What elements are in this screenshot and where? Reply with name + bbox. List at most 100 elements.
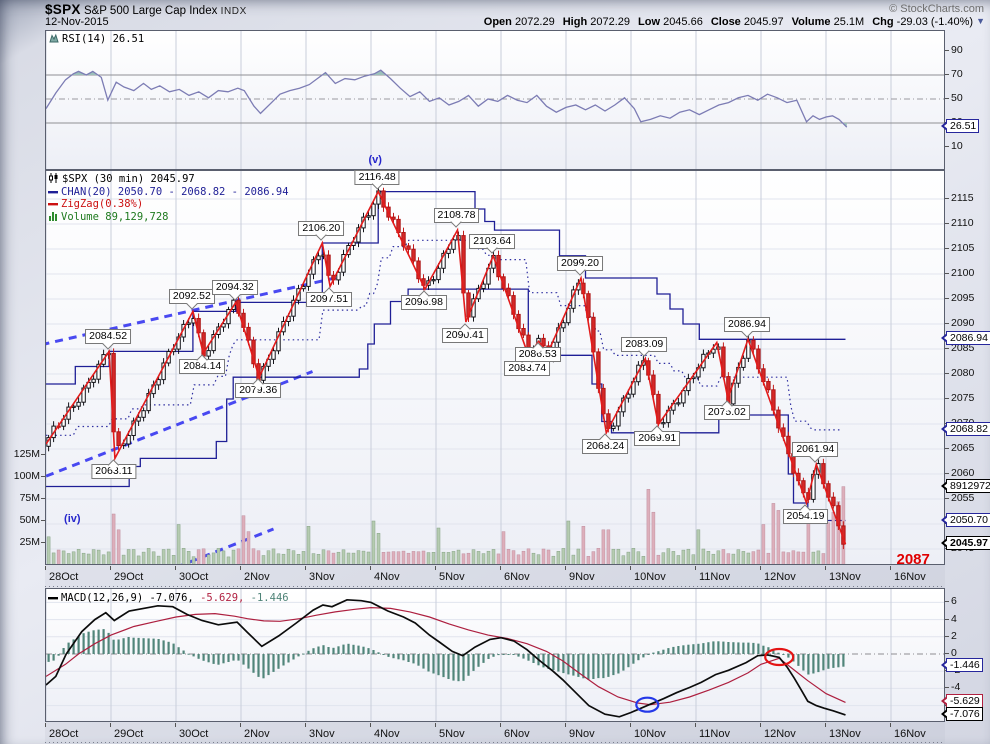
macd-histogram-bar — [617, 654, 620, 674]
macd-histogram-bar — [732, 642, 735, 654]
candle-body — [741, 357, 746, 368]
candle-body — [131, 420, 136, 436]
volume-bar — [91, 549, 96, 564]
macd-histogram-bar — [452, 654, 455, 681]
price-axis-label: 2100 — [951, 267, 975, 279]
axis-callout: 89129728 — [941, 478, 990, 493]
volume-bar — [606, 529, 611, 564]
volume-bar — [96, 549, 101, 564]
macd-histogram-bar — [127, 637, 130, 654]
macd-histogram-bar — [397, 654, 400, 660]
volume-bar — [541, 548, 546, 564]
axis-tick — [945, 323, 949, 324]
macd-histogram-bar — [782, 654, 785, 655]
volume-bar — [76, 549, 81, 564]
volume-bar — [351, 552, 356, 564]
volume-bar — [666, 548, 671, 564]
macd-histogram-bar — [822, 654, 825, 671]
macd-histogram-bar — [77, 636, 80, 654]
volume-bar — [441, 551, 446, 564]
macd-histogram-bar — [747, 642, 750, 654]
macd-histogram-bar — [237, 654, 240, 661]
candle-body — [541, 337, 546, 347]
axis-tick — [945, 223, 949, 224]
macd-histogram-bar — [582, 654, 585, 679]
volume-bar — [301, 551, 306, 564]
volume-bar — [396, 551, 401, 564]
volume-bar — [166, 548, 171, 564]
macd-histogram-bar — [832, 654, 835, 668]
macd-histogram-bar — [437, 654, 440, 676]
macd-histogram-bar — [692, 644, 695, 654]
macd-histogram-bar — [462, 654, 465, 681]
volume-bar — [826, 522, 831, 564]
macd-histogram-bar — [812, 654, 815, 674]
candle-body — [676, 402, 681, 405]
macd-histogram-bar — [382, 654, 385, 655]
macd-histogram-bar — [827, 654, 830, 669]
volume-bar — [591, 551, 596, 564]
volume-bar — [241, 515, 246, 564]
axis-tick — [945, 74, 949, 75]
axis-tick — [945, 198, 949, 199]
macd-histogram-bar — [57, 654, 60, 656]
chart-date: 12-Nov-2015 — [45, 16, 109, 28]
macd-histogram-bar — [372, 650, 375, 654]
macd-histogram-bar — [342, 644, 345, 654]
price-axis-label: 2085 — [951, 342, 975, 354]
macd-histogram-bar — [152, 638, 155, 654]
macd-histogram-bar — [672, 646, 675, 654]
candle-body — [246, 326, 251, 341]
macd-histogram-bar — [142, 638, 145, 654]
volume-bar — [731, 553, 736, 564]
macd-histogram-bar — [687, 644, 690, 654]
macd-histogram-bar — [427, 654, 430, 672]
macd-histogram-bar — [752, 642, 755, 654]
macd-histogram-bar — [317, 646, 320, 654]
macd-histogram-bar — [352, 644, 355, 654]
volume-bar — [61, 550, 66, 564]
macd-histogram-bar — [227, 654, 230, 662]
macd-histogram-bar — [552, 654, 555, 671]
volume-bar — [331, 552, 336, 564]
macd-histogram-bar — [192, 654, 195, 657]
macd-histogram-bar — [657, 651, 660, 654]
macd-histogram-bar — [722, 641, 725, 654]
volume-bars — [46, 486, 846, 564]
macd-histogram-bar — [662, 649, 665, 654]
macd-histogram-bar — [327, 647, 330, 654]
quote-value-chg: -29.03 (-1.40%) — [893, 16, 974, 28]
volume-bar — [281, 553, 286, 564]
volume-bar — [136, 555, 141, 564]
macd-histogram-bar — [267, 654, 270, 676]
macd-histogram-bar — [302, 653, 305, 655]
macd-histogram-bar — [392, 654, 395, 659]
candle-body — [96, 363, 101, 380]
volume-bar — [531, 552, 536, 564]
volume-bar — [391, 551, 396, 564]
macd-histogram-bar — [122, 638, 125, 654]
axis-tick — [945, 635, 949, 637]
macd-histogram-bar — [697, 643, 700, 654]
rsi-line — [46, 69, 848, 128]
candle-body — [521, 328, 526, 336]
volume-bar — [186, 551, 191, 564]
volume-bar — [766, 552, 771, 564]
macd-histogram-bar — [602, 654, 605, 679]
volume-bar — [616, 548, 621, 564]
price-axis-label: 2055 — [951, 492, 975, 504]
channel-mid-line — [46, 239, 842, 436]
macd-histogram-bar — [157, 639, 160, 654]
macd-histogram-bar — [652, 652, 655, 654]
volume-bar — [431, 552, 436, 564]
volume-bar — [421, 550, 426, 564]
macd-histogram-bar — [642, 654, 645, 658]
volume-bar — [581, 526, 586, 564]
quote-dropdown-icon[interactable]: ▼ — [976, 16, 985, 26]
candle-body — [586, 293, 591, 318]
macd-histogram-bar — [737, 642, 740, 654]
volume-bar — [291, 550, 296, 564]
quote-value-high: 2072.29 — [587, 16, 631, 28]
volume-bar — [311, 553, 316, 564]
macd-histogram-bar — [817, 654, 820, 673]
